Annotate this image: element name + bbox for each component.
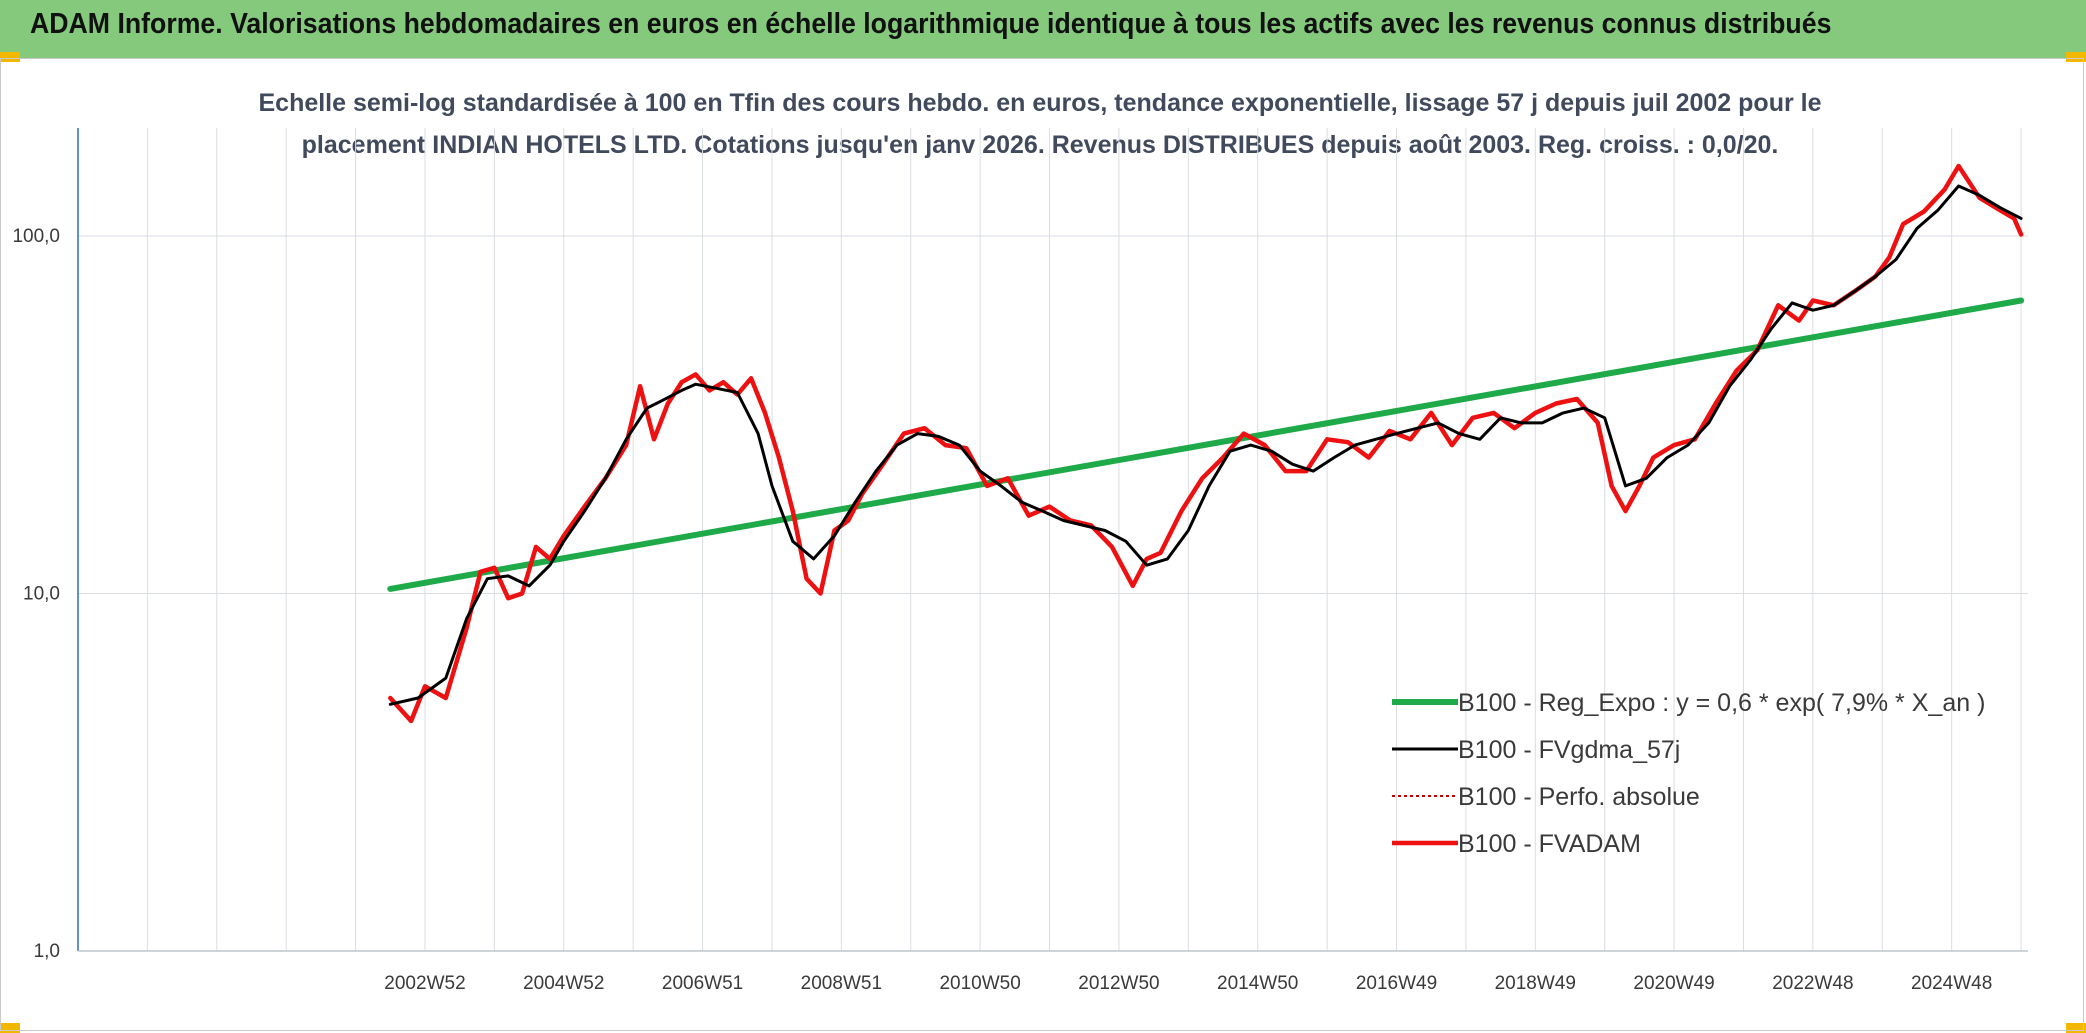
chart-title-line-2: placement INDIAN HOTELS LTD. Cotations j… [301, 131, 1779, 159]
corner-marker-bottom-right [2066, 1023, 2086, 1033]
legend-label: B100 - Perfo. absolue [1458, 783, 1700, 811]
corner-marker-top-left [0, 52, 20, 62]
banner-title: ADAM Informe. Valorisations hebdomadaire… [30, 8, 1832, 40]
x-tick-label: 2002W52 [384, 973, 465, 994]
legend-label: B100 - Reg_Expo : y = 0,6 * exp( 7,9% * … [1458, 689, 1985, 717]
x-tick-label: 2016W49 [1356, 973, 1437, 994]
y-tick-label: 100,0 [12, 226, 60, 247]
chart-title-line-1: Echelle semi-log standardisée à 100 en T… [258, 89, 1822, 117]
corner-marker-bottom-left [0, 1023, 20, 1033]
chart-frame [0, 58, 2084, 1031]
x-tick-label: 2018W49 [1495, 973, 1576, 994]
y-tick-label: 10,0 [23, 584, 60, 605]
x-tick-label: 2020W49 [1633, 973, 1714, 994]
corner-marker-top-right [2066, 52, 2086, 62]
legend-label: B100 - FVgdma_57j [1458, 736, 1680, 764]
x-tick-label: 2012W50 [1078, 973, 1159, 994]
legend-label: B100 - FVADAM [1458, 830, 1641, 858]
x-tick-label: 2004W52 [523, 973, 604, 994]
x-tick-label: 2010W50 [939, 973, 1020, 994]
series-line-reg [387, 297, 2025, 592]
x-tick-label: 2006W51 [662, 973, 743, 994]
y-tick-label: 1,0 [34, 941, 60, 962]
x-tick-label: 2022W48 [1772, 973, 1853, 994]
x-tick-label: 2014W50 [1217, 973, 1298, 994]
x-tick-label: 2008W51 [801, 973, 882, 994]
series-line-smooth [388, 184, 2023, 706]
header-banner: ADAM Informe. Valorisations hebdomadaire… [0, 0, 2086, 58]
x-tick-label: 2024W48 [1911, 973, 1992, 994]
